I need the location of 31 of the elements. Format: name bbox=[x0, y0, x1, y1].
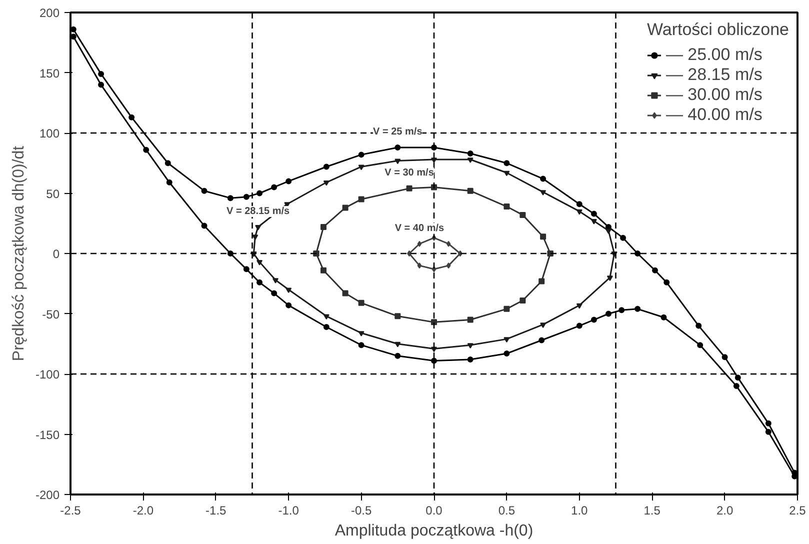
y-tick-label: -150 bbox=[35, 428, 60, 442]
annotation: V = 40 m/s bbox=[394, 222, 444, 234]
y-tick-label: -200 bbox=[35, 488, 60, 502]
y-tick-label: 100 bbox=[39, 126, 60, 140]
x-tick-label: -1.0 bbox=[278, 504, 300, 518]
x-tick-label: 0.5 bbox=[498, 504, 516, 518]
y-tick-label: 50 bbox=[46, 186, 60, 201]
y-tick-label: 150 bbox=[39, 66, 60, 80]
legend-label: — 30.00 m/s bbox=[666, 85, 762, 105]
y-tick-label: -50 bbox=[42, 307, 60, 322]
annotation: V = 28.15 m/s bbox=[226, 206, 290, 217]
x-tick-label: -1.5 bbox=[206, 504, 227, 518]
x-tick-label: 0.0 bbox=[426, 504, 443, 518]
legend-label: — 28.15 m/s bbox=[666, 65, 762, 85]
x-tick-label: 1.5 bbox=[644, 504, 661, 518]
annotation: V = 30 m/s bbox=[384, 167, 434, 178]
legend-title: Wartości obliczone bbox=[646, 20, 789, 40]
x-axis-title: Amplituda początkowa -h(0) bbox=[334, 522, 534, 540]
x-tick-label: 2.5 bbox=[789, 504, 806, 518]
y-axis-title: Prędkość początkowa dh(0)/dt bbox=[10, 145, 28, 362]
legend-label: — 25.00 m/s bbox=[666, 45, 762, 65]
y-tick-label: 200 bbox=[39, 6, 60, 20]
x-tick-label: -0.5 bbox=[350, 504, 372, 518]
y-tick-label: 0 bbox=[52, 247, 60, 261]
y-tick-label: -100 bbox=[35, 368, 60, 382]
x-tick-label: -2.0 bbox=[132, 504, 154, 518]
x-tick-label: 2.0 bbox=[716, 504, 734, 518]
legend-label: — 40.00 m/s bbox=[666, 105, 762, 125]
annotation: V = 25 m/s bbox=[373, 126, 423, 138]
x-tick-label: -2.5 bbox=[60, 504, 82, 518]
x-tick-label: 1.0 bbox=[571, 504, 588, 518]
